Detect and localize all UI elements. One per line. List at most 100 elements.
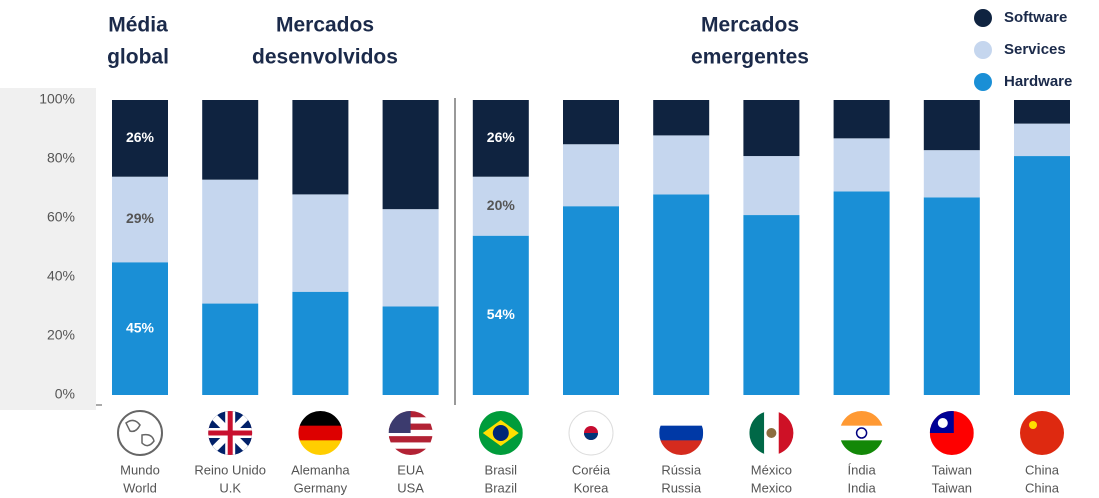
flag-icon [388,411,433,455]
stripe [778,411,794,455]
flag-stripes [208,411,253,455]
stripe [839,425,884,441]
x-tick-label: Índia [847,462,876,477]
stripe [659,411,704,427]
flag-stripes [839,411,884,455]
stripe [839,411,884,427]
bar-segment [653,100,710,136]
globe [117,410,163,456]
star [1029,421,1037,429]
globe-land [125,419,155,447]
x-tick-label-english: Russia [661,480,702,495]
x-tick-label: Mundo [120,462,160,477]
value-label: 29% [126,210,155,226]
legend-swatch [974,41,992,59]
bar-segment [472,235,529,395]
x-tick-label: EUA [397,462,424,477]
bar-segment [833,191,890,395]
chakra [855,427,868,439]
flag-stripes [388,411,433,455]
x-tick-label-english: Germany [294,480,348,495]
flag-icon [1020,411,1064,455]
bar-segment [472,176,529,236]
bar-segment [202,303,259,395]
group-label: emergentes [691,46,809,69]
stripe [388,448,433,455]
x-tick-label: Rússia [661,462,702,477]
x-tick-label-english: Korea [574,480,609,495]
x-tick-label-english: Brazil [485,480,518,495]
stripe [839,440,884,455]
bar-segment [382,209,439,307]
value-label: 26% [126,129,155,145]
x-tick-label-english: China [1025,480,1060,495]
y-tick-label: 0% [55,386,75,402]
x-tick-label-english: Mexico [751,480,792,495]
x-tick-label: Reino Unido [194,462,266,477]
canton [388,411,411,433]
x-tick-label-english: Taiwan [932,480,972,495]
flag-icon [659,411,704,455]
x-tick-label: Taiwan [932,462,972,477]
bar-segment [112,176,168,263]
flag-icon [568,410,614,456]
bar-segment [1014,100,1070,124]
legend-label: Software [1004,9,1067,26]
y-tick-label: 80% [47,150,75,166]
bar-segment [653,194,710,395]
bar-segment [382,100,439,210]
value-label: 26% [487,129,516,145]
emblem [766,428,777,438]
flag-icon [478,411,523,455]
flag-stripes [929,411,974,455]
bar-segment [563,144,619,207]
y-tick-label: 20% [47,327,75,343]
stripe [298,425,343,441]
group-label: Média [108,14,168,37]
stripe [388,429,433,437]
bar-segment [653,135,710,195]
y-tick-label: 60% [47,209,75,225]
flag-stripes [749,411,794,455]
group-label: desenvolvidos [252,46,398,69]
stripe [1020,411,1064,455]
x-tick-label: Brasil [485,462,518,477]
value-label: 20% [487,197,516,213]
y-tick-label: 100% [39,91,75,107]
flag-icon [749,411,794,455]
stripe [388,442,433,450]
x-tick-label-english: U.K [219,480,241,495]
flag-stripes [298,411,343,455]
bar-segment [1014,156,1070,395]
bar-segment [743,100,800,157]
flag-stripes [569,411,613,455]
stripe [388,436,433,443]
axis-band [0,88,96,410]
bar-segment [923,100,980,151]
bar-segment [382,306,439,395]
legend-swatch [974,9,992,27]
bar-segment [833,100,890,139]
bar-segment [292,291,349,395]
outline [568,410,614,456]
bar-segment [292,194,349,292]
cross [208,411,253,455]
bar-segment [1014,123,1070,157]
x-tick-label: México [751,462,792,477]
group-label: Mercados [701,14,799,37]
x-tick-label-english: India [847,480,876,495]
flag-icon [929,411,974,455]
bar-segment [923,197,980,395]
bar-segment [112,100,168,177]
group-label: Mercados [276,14,374,37]
legend-label: Hardware [1004,73,1072,90]
taeguk-b [584,433,598,440]
bar-segment [563,206,619,395]
bar-segment [472,100,529,177]
legend-swatch [974,73,992,91]
flag-stripes [1020,411,1064,455]
bar-segment [743,156,800,216]
bar-segment [923,150,980,198]
flag-icon [208,411,253,455]
group-label: global [107,46,169,69]
